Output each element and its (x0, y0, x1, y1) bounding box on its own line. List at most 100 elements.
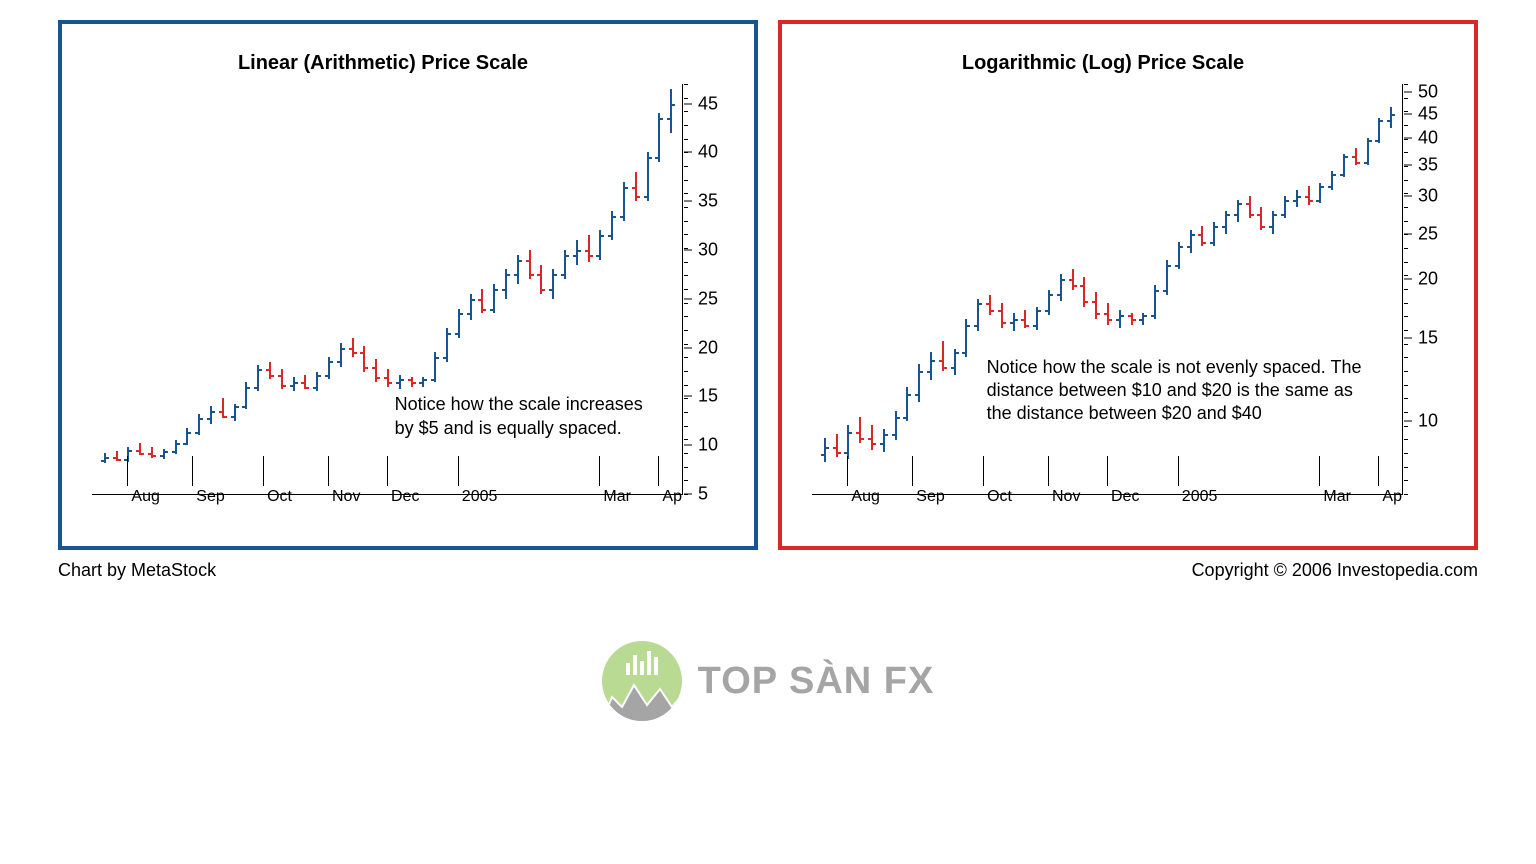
candle-open-tick (1104, 313, 1107, 315)
candle-open-tick (1305, 196, 1308, 198)
candle-close-tick (424, 379, 427, 381)
y-axis-ticks: 101520253035404550 (1404, 84, 1464, 486)
candle-close-tick (247, 387, 250, 389)
candle-close-tick (1133, 319, 1136, 321)
candle-wick (387, 369, 389, 387)
candle-close-tick (259, 369, 262, 371)
candle-open-tick (301, 382, 304, 384)
candle-wick (340, 343, 342, 367)
candle-open-tick (396, 382, 399, 384)
y-tick: 10 (684, 435, 718, 456)
candle-open-tick (1387, 120, 1390, 122)
candle-close-tick (1345, 156, 1348, 158)
candle-close-tick (1310, 200, 1313, 202)
candle-close-tick (1227, 214, 1230, 216)
candle-open-tick (1375, 140, 1378, 142)
candle-wick (1119, 310, 1121, 327)
y-tick: 25 (1404, 223, 1438, 244)
candle-wick (576, 240, 578, 264)
candle-open-tick (431, 379, 434, 381)
candle-open-tick (821, 454, 824, 456)
candle-open-tick (986, 303, 989, 305)
candle-open-tick (1128, 315, 1131, 317)
candle-close-tick (401, 379, 404, 381)
candle-close-tick (188, 432, 191, 434)
candle-open-tick (478, 299, 481, 301)
candle-close-tick (1192, 234, 1195, 236)
candle-open-tick (1316, 200, 1319, 202)
candle-close-tick (649, 157, 652, 159)
candle-open-tick (490, 309, 493, 311)
candle-close-tick (519, 260, 522, 262)
candle-open-tick (573, 255, 576, 257)
candle-close-tick (200, 418, 203, 420)
candle-close-tick (578, 250, 581, 252)
candle-open-tick (939, 360, 942, 362)
candle-close-tick (1380, 120, 1383, 122)
y-tick: 40 (684, 142, 718, 163)
candle-open-tick (632, 187, 635, 189)
candle-open-tick (113, 457, 116, 459)
candle-close-tick (1050, 294, 1053, 296)
candle-open-tick (408, 379, 411, 381)
y-tick: 20 (1404, 269, 1438, 290)
candle-close-tick (1156, 290, 1159, 292)
candle-open-tick (880, 443, 883, 445)
candle-close-tick (1180, 246, 1183, 248)
candle-close-tick (908, 394, 911, 396)
candle-open-tick (1198, 234, 1201, 236)
candle-open-tick (526, 260, 529, 262)
candle-open-tick (1328, 186, 1331, 188)
watermark: TOP SÀN FX (20, 641, 1516, 721)
candle-open-tick (443, 357, 446, 359)
candle-open-tick (467, 313, 470, 315)
candle-close-tick (531, 274, 534, 276)
candle-close-tick (637, 196, 640, 198)
candle-open-tick (419, 382, 422, 384)
watermark-logo-icon (602, 641, 682, 721)
candle-close-tick (979, 303, 982, 305)
credits-row: Chart by MetaStock Copyright © 2006 Inve… (58, 560, 1478, 581)
candle-wick (906, 387, 908, 421)
candle-open-tick (951, 367, 954, 369)
plot-area (812, 84, 1403, 495)
candle-close-tick (413, 382, 416, 384)
candle-close-tick (1239, 203, 1242, 205)
candle-close-tick (1015, 319, 1018, 321)
candle-close-tick (118, 459, 121, 461)
candle-close-tick (1203, 242, 1206, 244)
candle-wick (647, 152, 649, 201)
candle-close-tick (1215, 226, 1218, 228)
candle-open-tick (219, 411, 222, 413)
candle-close-tick (1062, 279, 1065, 281)
candle-close-tick (436, 357, 439, 359)
candle-open-tick (502, 289, 505, 291)
candle-close-tick (377, 377, 380, 379)
candle-wick (670, 89, 672, 133)
candle-open-tick (927, 371, 930, 373)
y-tick: 40 (1404, 127, 1438, 148)
candle-open-tick (384, 377, 387, 379)
candle-close-tick (1144, 315, 1147, 317)
candle-close-tick (672, 104, 675, 106)
candle-open-tick (1246, 203, 1249, 205)
candle-close-tick (495, 289, 498, 291)
y-tick: 25 (684, 288, 718, 309)
candle-wick (847, 425, 849, 459)
candle-close-tick (826, 447, 829, 449)
candle-close-tick (106, 457, 109, 459)
candle-close-tick (342, 348, 345, 350)
candle-close-tick (873, 443, 876, 445)
candle-open-tick (1234, 214, 1237, 216)
candle-close-tick (1333, 174, 1336, 176)
candle-open-tick (1069, 279, 1072, 281)
y-tick: 10 (1404, 411, 1438, 432)
candle-open-tick (644, 196, 647, 198)
candle-close-tick (283, 385, 286, 387)
x-axis: AugSepOctNovDec2005MarAp (92, 486, 674, 516)
credit-left: Chart by MetaStock (58, 560, 216, 581)
candle-close-tick (1097, 313, 1100, 315)
candle-wick (1095, 292, 1097, 319)
candle-open-tick (195, 432, 198, 434)
candle-wick (1072, 269, 1074, 289)
